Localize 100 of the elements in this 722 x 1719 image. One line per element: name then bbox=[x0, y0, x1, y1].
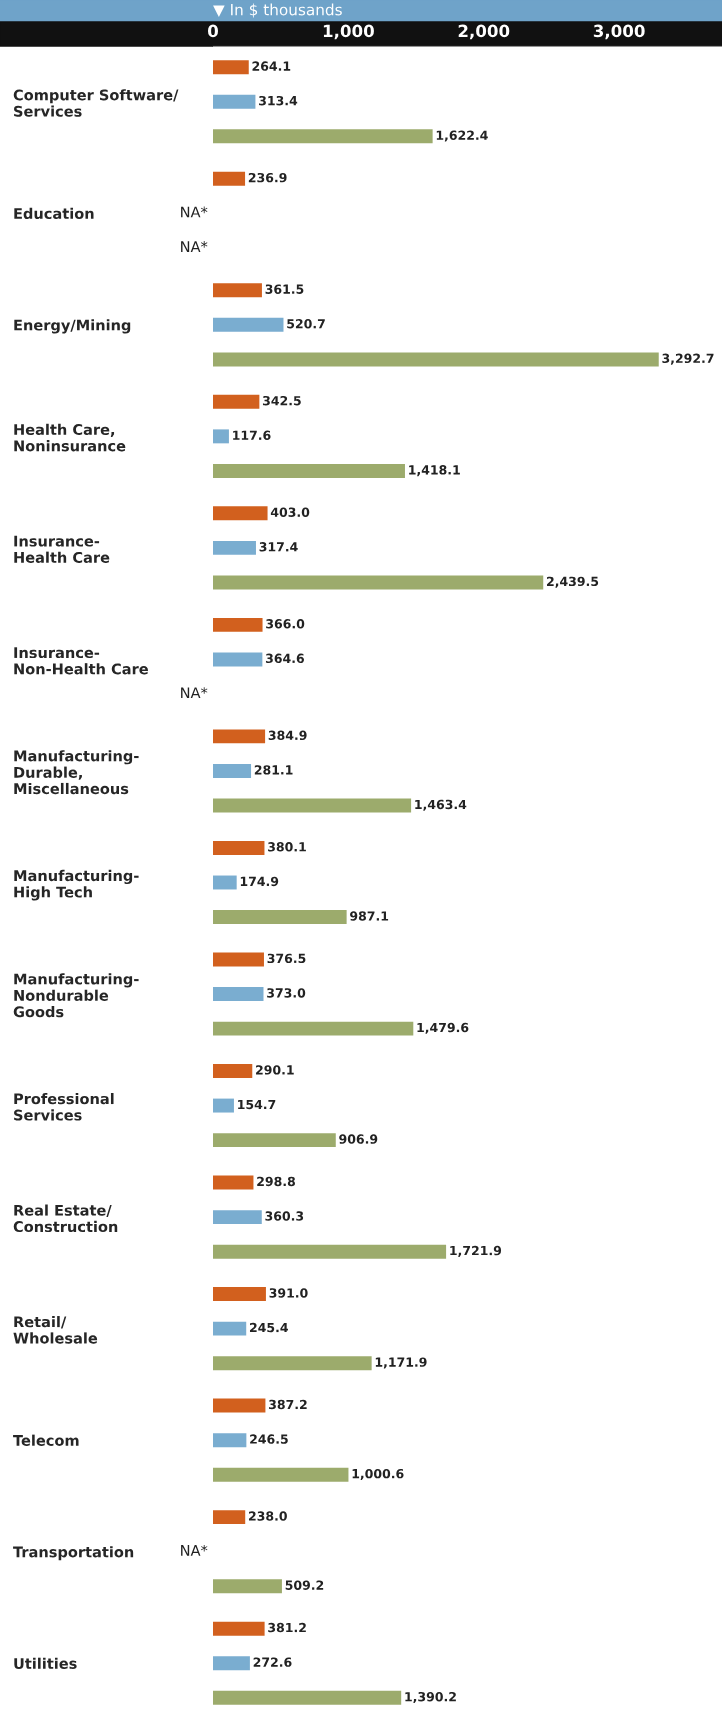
bar bbox=[213, 652, 263, 667]
x-tick-label: 2,000 bbox=[458, 24, 510, 40]
x-axis-title: ▼ In $ thousands bbox=[213, 3, 342, 18]
text: NA* bbox=[181, 206, 208, 218]
data-label: 1,721.9 bbox=[450, 1245, 502, 1257]
bar bbox=[213, 729, 266, 744]
text: NA* bbox=[181, 1544, 208, 1556]
y-tick-label: Insurance- Non-Health Care bbox=[14, 647, 148, 675]
data-label: 366.0 bbox=[266, 619, 305, 629]
y-tick-label: Insurance- Health Care bbox=[14, 535, 110, 563]
bar bbox=[213, 60, 249, 75]
y-tick-label: Computer Software/ Services bbox=[13, 89, 179, 117]
bar bbox=[213, 764, 252, 778]
data-label: 403.0 bbox=[270, 507, 310, 517]
bar bbox=[213, 129, 433, 144]
bar bbox=[213, 1467, 349, 1482]
bar bbox=[213, 506, 268, 521]
data-label: 1,171.9 bbox=[375, 1357, 427, 1369]
y-tick-label: Manufacturing- High Tech bbox=[14, 869, 139, 901]
data-label: 376.5 bbox=[267, 953, 306, 964]
data-label: 238.0 bbox=[248, 1511, 287, 1521]
bar bbox=[213, 952, 264, 967]
y-tick-label: Telecom bbox=[13, 1434, 79, 1446]
data-label: 174.9 bbox=[240, 876, 279, 887]
bar bbox=[213, 798, 412, 813]
data-label: 364.6 bbox=[265, 653, 304, 664]
bar bbox=[213, 910, 347, 925]
data-label: 154.7 bbox=[238, 1099, 276, 1110]
bar bbox=[213, 171, 246, 186]
y-tick-label: Retail/ Wholesale bbox=[13, 1316, 98, 1344]
data-label: 360.3 bbox=[265, 1211, 304, 1221]
data-label: 1,418.1 bbox=[409, 465, 460, 477]
data-label: 290.1 bbox=[256, 1065, 294, 1075]
x-tick-label: 0 bbox=[208, 24, 218, 38]
bar bbox=[213, 1133, 336, 1148]
data-label: 509.2 bbox=[285, 1580, 324, 1590]
bar bbox=[213, 283, 262, 298]
data-label: 264.1 bbox=[252, 61, 291, 71]
data-label: 317.4 bbox=[259, 542, 298, 552]
data-label: 298.8 bbox=[257, 1176, 295, 1187]
bar bbox=[213, 1098, 234, 1113]
data-label: 520.7 bbox=[287, 319, 325, 329]
data-label: 117.6 bbox=[233, 430, 271, 440]
bar bbox=[213, 463, 405, 478]
bar bbox=[213, 1579, 282, 1594]
bar bbox=[213, 575, 544, 590]
bar bbox=[213, 1398, 266, 1413]
bar bbox=[213, 1244, 447, 1259]
data-label: 380.1 bbox=[268, 842, 306, 852]
bar bbox=[213, 540, 256, 555]
data-label: 1,463.4 bbox=[415, 799, 467, 811]
data-label: 906.9 bbox=[339, 1134, 378, 1144]
bar bbox=[213, 1433, 247, 1448]
bar bbox=[213, 1621, 265, 1636]
data-label: 2,439.5 bbox=[547, 576, 599, 588]
bar bbox=[213, 1656, 250, 1671]
y-tick-label: Energy/Mining bbox=[14, 319, 131, 334]
data-label: 236.9 bbox=[248, 172, 287, 183]
x-tick-label: 3,000 bbox=[593, 24, 645, 40]
data-label: 987.1 bbox=[350, 911, 389, 921]
data-label: 1,390.2 bbox=[405, 1691, 456, 1704]
bar bbox=[213, 1064, 253, 1078]
data-label: 313.4 bbox=[259, 95, 298, 106]
y-tick-label: Real Estate/ Construction bbox=[13, 1204, 118, 1233]
bar bbox=[213, 394, 260, 409]
bar bbox=[213, 94, 256, 109]
bar bbox=[213, 1356, 372, 1371]
data-label: 342.5 bbox=[262, 395, 301, 406]
data-label: 1,479.6 bbox=[417, 1022, 469, 1034]
data-label: 245.4 bbox=[249, 1322, 288, 1333]
data-label: 3,292.7 bbox=[662, 353, 714, 365]
text: NA* bbox=[181, 241, 208, 252]
x-tick-label: 1,000 bbox=[323, 24, 374, 40]
bar bbox=[213, 987, 264, 1001]
bar bbox=[213, 352, 659, 367]
bar bbox=[213, 1210, 262, 1225]
data-label: 381.2 bbox=[268, 1622, 306, 1633]
data-label: 391.0 bbox=[269, 1288, 308, 1298]
bar bbox=[213, 1175, 254, 1190]
y-tick-label: Education bbox=[14, 207, 94, 220]
bar bbox=[213, 1021, 414, 1036]
data-label: 373.0 bbox=[267, 988, 306, 998]
text: NA* bbox=[181, 687, 208, 699]
bar bbox=[213, 840, 265, 855]
y-tick-label: Manufacturing- Durable, Miscellaneous bbox=[14, 750, 139, 795]
y-tick-label: Professional Services bbox=[14, 1092, 114, 1121]
data-label: 1,000.6 bbox=[352, 1468, 404, 1480]
y-tick-label: Health Care, Noninsurance bbox=[14, 423, 126, 452]
data-label: 384.9 bbox=[268, 730, 307, 741]
bar bbox=[213, 617, 263, 632]
data-label: 387.2 bbox=[269, 1399, 307, 1410]
data-label: 281.1 bbox=[254, 765, 293, 775]
bar bbox=[213, 1690, 402, 1705]
data-label: 1,622.4 bbox=[436, 130, 488, 142]
data-label: 272.6 bbox=[253, 1657, 292, 1667]
bar bbox=[213, 429, 229, 444]
y-tick-label: Utilities bbox=[14, 1657, 77, 1669]
data-label: 246.5 bbox=[250, 1434, 288, 1444]
y-tick-label: Manufacturing- Nondurable Goods bbox=[13, 973, 139, 1018]
bar bbox=[213, 317, 284, 332]
